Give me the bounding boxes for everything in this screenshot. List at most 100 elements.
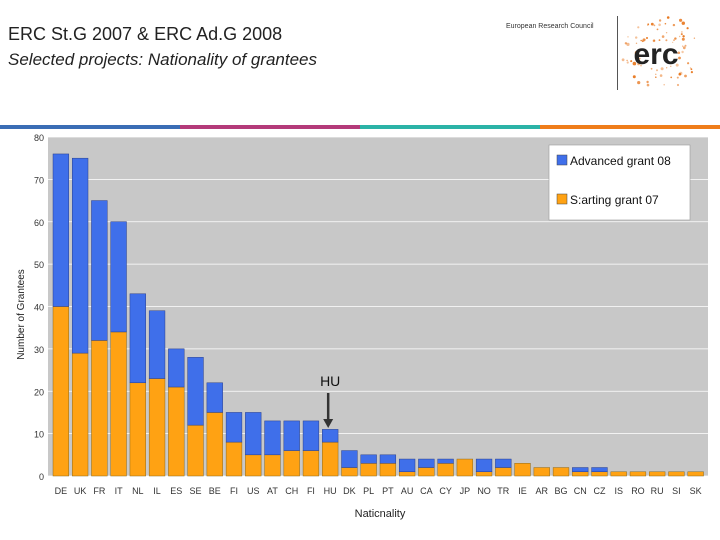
x-tick-label: IS bbox=[614, 486, 623, 496]
x-tick-label: IT bbox=[115, 486, 124, 496]
bar-advanced-be bbox=[206, 382, 223, 413]
logo-dot bbox=[665, 32, 668, 34]
stripe-2 bbox=[180, 125, 360, 129]
logo-dot bbox=[687, 62, 690, 65]
logo-dot bbox=[681, 21, 685, 25]
logo-dot bbox=[626, 61, 629, 64]
bar-starting-ar bbox=[533, 467, 550, 477]
logo-dot bbox=[639, 54, 641, 56]
logo-dot bbox=[664, 22, 667, 25]
bar-advanced-ch bbox=[283, 420, 300, 451]
bar-starting-hu bbox=[322, 441, 339, 477]
x-tick-label: CZ bbox=[593, 486, 605, 496]
x-tick-label: BG bbox=[554, 486, 567, 496]
bar-starting-ru bbox=[649, 471, 666, 477]
x-tick-label: CN bbox=[574, 486, 587, 496]
y-axis-label: Number of Grantees bbox=[16, 269, 27, 360]
logo-dot bbox=[640, 64, 642, 67]
logo-dot bbox=[682, 45, 684, 47]
bar-starting-be bbox=[206, 412, 223, 477]
logo-divider bbox=[617, 16, 618, 90]
bar-advanced-at bbox=[264, 420, 281, 456]
logo-dot bbox=[656, 28, 659, 31]
x-tick-label: FR bbox=[93, 486, 105, 496]
y-tick-label: 40 bbox=[34, 303, 44, 313]
color-stripe-bar bbox=[0, 125, 720, 129]
annotation-label: HU bbox=[320, 373, 340, 389]
logo-dot bbox=[646, 37, 648, 39]
logo-dot bbox=[624, 42, 628, 45]
logo-dot bbox=[647, 24, 649, 26]
y-tick-label: 0 bbox=[39, 472, 44, 482]
logo-dot bbox=[674, 37, 677, 40]
logo-dot bbox=[682, 35, 685, 38]
bar-starting-pl bbox=[360, 463, 377, 477]
legend: Advanced grant 08 S:arting grant 07 bbox=[548, 144, 691, 221]
bar-starting-us bbox=[245, 454, 262, 477]
x-axis-label: Naticnality bbox=[355, 508, 406, 520]
logo-dot bbox=[676, 83, 680, 87]
x-tick-label: HU bbox=[324, 486, 337, 496]
logo-dot bbox=[647, 23, 650, 26]
logo-dot bbox=[635, 36, 638, 39]
logo-dot bbox=[690, 68, 693, 71]
logo-dot bbox=[684, 44, 687, 47]
logo-dot bbox=[621, 58, 625, 62]
x-tick-label: RO bbox=[631, 486, 645, 496]
bar-starting-uk bbox=[71, 352, 89, 477]
bar-starting-se bbox=[187, 424, 204, 477]
logo-dot bbox=[681, 37, 685, 41]
logo-dot bbox=[684, 74, 687, 78]
bar-advanced-it bbox=[110, 221, 127, 333]
logo-dot bbox=[638, 57, 641, 60]
logo-dot bbox=[642, 38, 646, 42]
bar-starting-fi bbox=[225, 441, 243, 477]
logo-dot bbox=[646, 80, 649, 84]
x-tick-label: ES bbox=[170, 486, 182, 496]
bar-starting-fi bbox=[302, 450, 320, 477]
y-tick-label: 30 bbox=[34, 345, 44, 355]
y-tick-label: 70 bbox=[34, 175, 44, 185]
x-tick-label: SI bbox=[672, 486, 681, 496]
logo-dot bbox=[653, 39, 655, 42]
x-tick-label: UK bbox=[74, 486, 87, 496]
logo-text: erc bbox=[633, 38, 678, 71]
bar-starting-il bbox=[148, 378, 166, 477]
bar-advanced-se bbox=[187, 357, 204, 426]
bar-advanced-ca bbox=[418, 458, 435, 468]
x-tick-label: AU bbox=[401, 486, 414, 496]
x-tick-label: SK bbox=[690, 486, 702, 496]
bar-starting-bg bbox=[552, 467, 570, 477]
logo-dot bbox=[644, 38, 646, 41]
bar-advanced-no bbox=[475, 458, 493, 473]
bar-starting-cn bbox=[572, 471, 589, 477]
logo-dot bbox=[675, 63, 679, 67]
bar-starting-de bbox=[52, 306, 70, 477]
logo-dot bbox=[672, 23, 676, 27]
bar-starting-ch bbox=[283, 450, 300, 477]
logo-dot bbox=[658, 23, 661, 27]
logo-dot bbox=[676, 76, 679, 79]
logo-dot bbox=[689, 67, 692, 69]
logo-dot bbox=[670, 76, 673, 79]
x-tick-label: NL bbox=[132, 486, 144, 496]
bar-advanced-fi bbox=[302, 420, 320, 451]
bar-advanced-fr bbox=[91, 200, 108, 341]
logo-dot bbox=[632, 75, 636, 79]
bar-starting-at bbox=[264, 454, 281, 477]
logo-dot bbox=[661, 35, 665, 38]
x-tick-label: TR bbox=[497, 486, 509, 496]
logo-dot bbox=[637, 59, 640, 62]
logo-dot bbox=[655, 73, 657, 75]
y-tick-label: 10 bbox=[34, 430, 44, 440]
x-tick-label: DE bbox=[55, 486, 68, 496]
bar-starting-jp bbox=[456, 458, 473, 477]
annotation-arrow-head bbox=[323, 419, 334, 428]
logo-dot bbox=[653, 24, 656, 27]
bar-advanced-es bbox=[168, 348, 185, 388]
x-axis-ticks: DE UK FR IT NL IL ES SE BE FI US AT CH FI HU DK PL PT AU CA… bbox=[55, 486, 702, 496]
bar-advanced-pl bbox=[360, 454, 377, 464]
bar-starting-sk bbox=[687, 471, 704, 477]
bar-starting-tr bbox=[495, 467, 512, 477]
x-tick-label: RU bbox=[651, 486, 664, 496]
